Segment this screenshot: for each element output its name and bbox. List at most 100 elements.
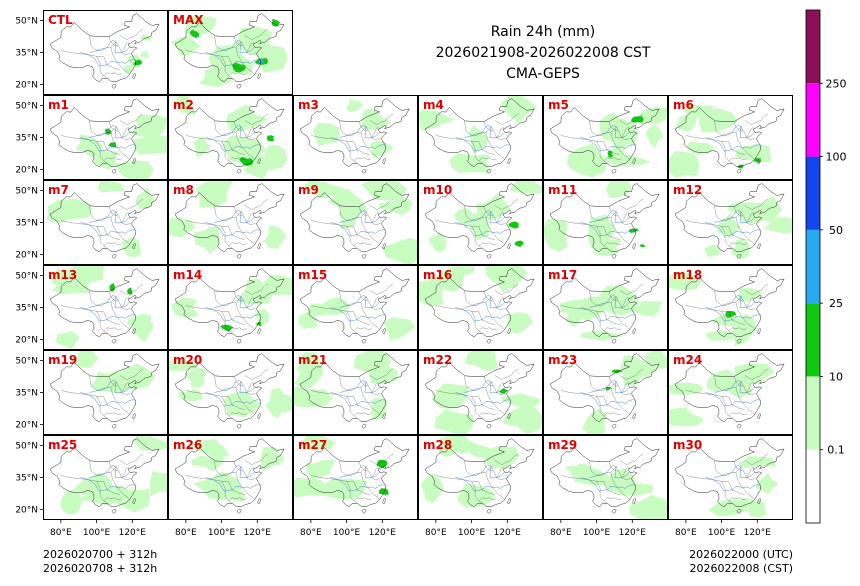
panel-frame [168, 435, 293, 520]
province-border [494, 198, 519, 210]
precip-area-light [758, 195, 783, 225]
precip-area-light [255, 44, 288, 73]
province-border [485, 217, 505, 245]
province-border [589, 205, 617, 221]
province-border [596, 396, 608, 419]
precip-field [559, 285, 663, 342]
province-border [471, 226, 483, 249]
country-border [49, 438, 160, 508]
precip-area-moderate [220, 324, 234, 332]
precip-area-light [184, 368, 207, 388]
precip-field [668, 271, 762, 346]
precip-area-light [70, 265, 105, 283]
island-outline [757, 497, 761, 505]
province-border [103, 242, 122, 247]
coastline [735, 295, 766, 337]
province-border [610, 302, 630, 330]
precip-field [171, 274, 293, 332]
precip-field [60, 435, 168, 515]
basemap [49, 98, 160, 174]
precip-area-light [699, 108, 739, 133]
precip-field [708, 456, 779, 518]
precip-area-light [60, 489, 82, 515]
river [80, 52, 136, 67]
footer-right-line-1: 2026022000 (UTC) [689, 548, 793, 561]
province-border [228, 72, 247, 77]
island-outline [757, 242, 761, 250]
precip-area-moderate [628, 228, 640, 233]
province-border [121, 41, 129, 53]
island-outline [486, 423, 492, 429]
precip-area-moderate [133, 59, 143, 66]
province-border [339, 290, 367, 306]
precip-area-light [263, 225, 287, 249]
precip-field [191, 438, 285, 502]
panel-label: m8 [173, 183, 194, 197]
precip-area-light [476, 192, 511, 220]
precip-area-light [300, 435, 337, 451]
province-border [121, 466, 129, 478]
province-border [103, 311, 120, 325]
river [589, 465, 630, 479]
province-border [728, 226, 745, 240]
province-border [339, 205, 367, 221]
province-border [103, 412, 122, 417]
province-border [233, 121, 244, 132]
river [714, 380, 755, 394]
province-border [185, 135, 229, 142]
precip-area-light [507, 312, 533, 334]
precip-area-light [418, 109, 456, 131]
island-outline [507, 327, 511, 335]
precip-area-light [668, 150, 700, 178]
precip-area-light [226, 104, 269, 133]
precip-area-light [683, 103, 715, 119]
province-border [310, 135, 354, 142]
province-border [721, 481, 733, 504]
country-border [549, 98, 660, 168]
coastline [110, 125, 141, 167]
province-border [103, 56, 120, 70]
precip-area-light [456, 483, 496, 508]
province-border [560, 135, 604, 142]
province-border [228, 56, 245, 70]
country-border [49, 268, 160, 338]
province-border [110, 217, 130, 245]
province-border [685, 220, 729, 227]
province-border [496, 381, 504, 393]
y-tick-label: 35°N [15, 49, 38, 59]
province-border [244, 368, 269, 380]
panel-m25: m25 50°N 35°N 20°N 80°E 100°E 120°E [15, 435, 168, 538]
coastline [235, 295, 266, 337]
y-tick-label: 20°N [15, 420, 38, 430]
precip-area-light [261, 274, 293, 287]
basemap [674, 268, 785, 344]
precip-area-light [755, 472, 779, 495]
coastline [235, 210, 266, 252]
province-border [494, 368, 519, 380]
province-border [735, 472, 755, 500]
precip-area-light [72, 350, 99, 368]
precip-area-light [473, 217, 490, 240]
province-border [733, 376, 744, 387]
precip-field [170, 15, 288, 87]
panel-m2: m2 [168, 95, 293, 180]
province-border [478, 157, 497, 162]
coastline [360, 125, 391, 167]
precip-field [293, 350, 399, 420]
precip-area-moderate [108, 142, 117, 148]
precip-area-light [46, 205, 70, 224]
panel-frame [543, 95, 668, 180]
island-outline [361, 508, 367, 514]
precip-area-light [321, 478, 368, 500]
country-border [549, 268, 660, 338]
island-outline [486, 338, 492, 344]
precip-area-light [312, 122, 340, 147]
island-outline [236, 423, 242, 429]
province-border [221, 311, 233, 334]
province-border [353, 412, 372, 417]
province-border [110, 302, 130, 330]
province-border [733, 461, 744, 472]
province-border [119, 453, 144, 465]
y-tick-label: 35°N [15, 474, 38, 484]
precip-area-light [418, 280, 444, 307]
